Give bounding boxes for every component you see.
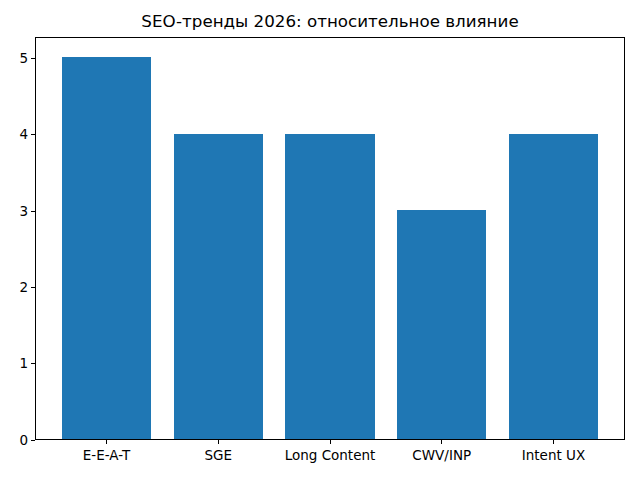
- y-tick-mark: [31, 440, 35, 441]
- y-tick-mark: [31, 211, 35, 212]
- x-tick-mark: [441, 440, 442, 444]
- bar-chart-figure: SEO-тренды 2026: относительное влияние E…: [0, 0, 640, 480]
- plot-area: [35, 37, 625, 440]
- x-tick-mark: [553, 440, 554, 444]
- bar-cwv-inp: [397, 210, 486, 439]
- x-tick-mark: [106, 440, 107, 444]
- bar-long-content: [285, 134, 374, 439]
- bar-e-e-a-t: [62, 57, 151, 439]
- y-tick-mark: [31, 287, 35, 288]
- x-tick-mark: [218, 440, 219, 444]
- y-tick-mark: [31, 363, 35, 364]
- x-tick-label-intent-ux: Intent UX: [483, 447, 623, 463]
- y-tick-label-0: 0: [0, 433, 28, 448]
- y-tick-label-4: 4: [0, 127, 28, 142]
- y-tick-label-5: 5: [0, 51, 28, 66]
- y-tick-label-1: 1: [0, 356, 28, 371]
- y-tick-mark: [31, 134, 35, 135]
- chart-title: SEO-тренды 2026: относительное влияние: [35, 11, 625, 31]
- bar-sge: [174, 134, 263, 439]
- x-tick-mark: [330, 440, 331, 444]
- y-tick-label-2: 2: [0, 280, 28, 295]
- y-tick-mark: [31, 58, 35, 59]
- y-tick-label-3: 3: [0, 204, 28, 219]
- bar-intent-ux: [509, 134, 598, 439]
